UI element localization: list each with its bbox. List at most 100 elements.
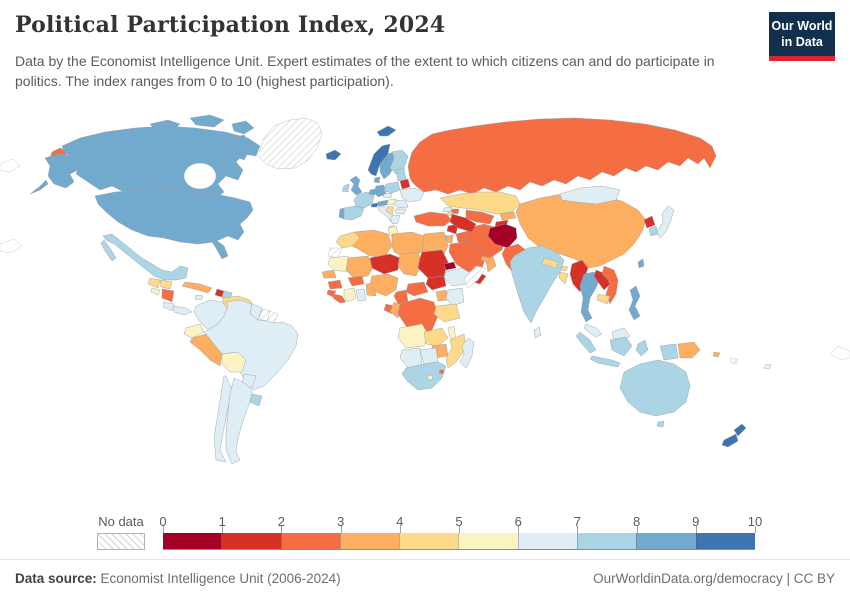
country-ukraine[interactable] [399,187,425,203]
legend-segment-4-5[interactable] [399,533,459,549]
country-kazakhstan[interactable] [439,191,521,215]
country-malaysia[interactable] [583,323,603,338]
country-jamaica[interactable] [194,294,204,301]
legend-segment-8-9[interactable] [636,533,696,549]
country-central-african-republic[interactable] [405,281,429,297]
country-fiji[interactable] [763,363,772,370]
country-svalbard[interactable] [376,125,397,137]
country-switzerland[interactable] [370,202,379,208]
country-new-zealand-north[interactable] [733,423,747,437]
country-new-caledonia[interactable] [729,357,739,365]
country-australia[interactable] [619,359,691,417]
country-cambodia[interactable] [596,293,611,305]
country-turkey[interactable] [413,211,453,227]
country-algeria[interactable] [351,229,393,259]
country-denmark[interactable] [373,176,381,184]
country-nigeria[interactable] [369,273,399,297]
country-baltics[interactable] [395,167,407,182]
country-united-kingdom[interactable] [349,175,363,196]
country-romania[interactable] [393,199,409,209]
country-somalia[interactable] [463,265,487,289]
country-uganda[interactable] [435,289,449,302]
country-guatemala[interactable] [147,277,161,289]
country-germany[interactable] [373,184,387,198]
country-france[interactable] [353,191,375,209]
country-canada-baffin[interactable] [225,134,253,161]
country-canada-island[interactable] [149,119,181,133]
country-mali[interactable] [345,255,375,279]
country-botswana[interactable] [419,347,439,365]
country-uae[interactable] [480,255,491,264]
country-turkmenistan[interactable] [449,213,477,233]
owid-link[interactable]: OurWorldinData.org/democracy [593,571,783,586]
country-austria[interactable] [377,199,389,207]
country-burkina-faso[interactable] [347,275,365,287]
country-canada[interactable] [61,125,261,201]
legend-segment-5-6[interactable] [458,533,518,549]
country-usa-aleutians[interactable] [29,179,49,195]
country-eswatini[interactable] [438,369,445,375]
country-japan[interactable] [656,205,675,239]
country-greece[interactable] [389,214,401,225]
country-sudan[interactable] [417,249,449,279]
country-senegal[interactable] [321,269,337,279]
country-south-africa[interactable] [401,361,447,391]
country-papua-new-guinea[interactable] [677,341,701,359]
country-uruguay[interactable] [249,393,263,407]
country-lesotho[interactable] [426,374,434,381]
legend-segment-7-8[interactable] [577,533,637,549]
legend-segment-2-3[interactable] [280,533,340,549]
country-spain[interactable] [343,205,365,221]
country-solomon-islands[interactable] [712,351,721,358]
country-indonesia-kalimantan[interactable] [609,336,633,357]
country-indonesia-papua[interactable] [659,343,679,361]
license-badge[interactable]: CC BY [793,571,835,586]
country-panama[interactable] [173,305,193,316]
country-bolivia[interactable] [221,351,247,373]
country-angola[interactable] [397,323,429,349]
country-guinea[interactable] [327,279,343,290]
country-russia[interactable] [407,117,717,195]
country-ecuador[interactable] [183,323,205,339]
country-madagascar[interactable] [459,337,475,369]
country-india[interactable] [509,245,565,324]
country-taiwan[interactable] [637,258,645,269]
country-nicaragua[interactable] [161,288,175,303]
country-cuba[interactable] [181,281,213,294]
country-usa[interactable] [94,189,254,245]
country-chad[interactable] [397,251,423,277]
country-south-sudan[interactable] [425,275,447,291]
country-greenland[interactable] [257,117,323,170]
country-mongolia[interactable] [559,185,621,205]
country-georgia[interactable] [442,206,453,213]
country-ghana[interactable] [355,288,367,302]
country-nepal[interactable] [541,257,559,269]
country-indonesia-sulawesi[interactable] [635,339,649,357]
country-sri-lanka[interactable] [533,326,542,339]
country-usa-florida[interactable] [211,239,229,260]
country-belgium-netherlands[interactable] [368,188,377,196]
legend-segment-9-10[interactable] [695,533,755,549]
owid-logo[interactable]: Our World in Data [769,12,835,61]
country-ivory-coast[interactable] [343,287,357,303]
country-czechia[interactable] [382,192,393,199]
legend-segment-1-2[interactable] [221,533,281,549]
country-australia-tasmania[interactable] [656,420,665,428]
country-philippines[interactable] [628,285,641,321]
country-western-sahara[interactable] [327,247,343,259]
country-north-korea[interactable] [643,215,656,229]
country-argentina[interactable] [225,377,253,465]
country-kenya[interactable] [445,287,465,307]
country-afghanistan[interactable] [487,223,518,249]
country-balkans[interactable] [385,205,395,216]
world-choropleth-map[interactable] [0,106,850,508]
country-bangladesh[interactable] [558,271,569,285]
country-tanzania[interactable] [433,303,461,323]
country-poland[interactable] [383,181,401,194]
legend-segment-3-4[interactable] [339,533,400,549]
country-canada-island[interactable] [189,114,225,128]
country-mozambique[interactable] [445,333,467,369]
country-mexico-baja[interactable] [100,239,117,262]
country-new-zealand-south[interactable] [721,433,739,448]
country-eritrea[interactable] [443,261,457,271]
